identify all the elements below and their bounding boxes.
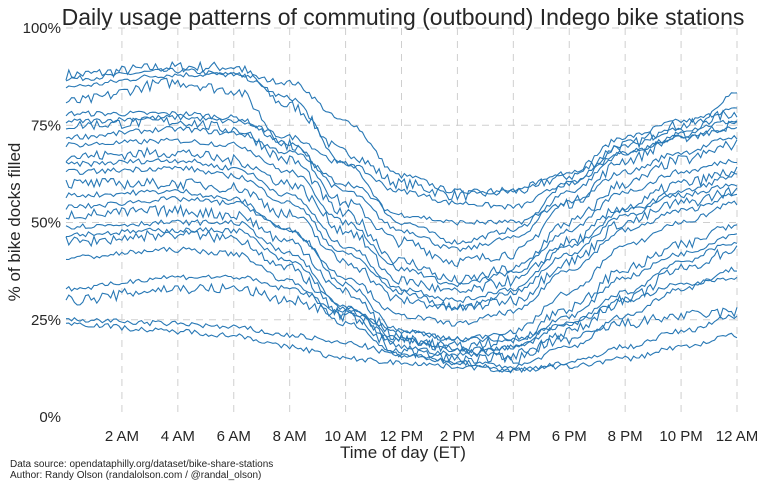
x-tick-label: 8 AM — [273, 428, 307, 445]
author-note: Author: Randy Olson (randalolson.com / @… — [10, 469, 262, 481]
x-tick-label: 2 PM — [440, 428, 475, 445]
chart-title: Daily usage patterns of commuting (outbo… — [62, 4, 745, 30]
series-line — [65, 165, 738, 312]
series-line — [65, 274, 738, 343]
series-line — [65, 126, 738, 226]
y-axis-label: % of bike docks filled — [5, 143, 24, 302]
series-line — [65, 116, 738, 285]
series-line — [65, 188, 738, 327]
series-line — [66, 314, 738, 373]
x-tick-label: 12 PM — [380, 428, 423, 445]
series-line — [65, 228, 738, 365]
series-line — [65, 203, 738, 353]
x-tick-label: 10 AM — [324, 428, 367, 445]
series-line — [65, 246, 737, 370]
series-line — [65, 226, 738, 354]
series-line — [65, 71, 738, 245]
x-tick-label: 12 AM — [716, 428, 759, 445]
footer-credits: Data source: opendataphilly.org/dataset/… — [10, 459, 274, 481]
y-axis-ticks: 0% 25% 50% 75% 100% — [23, 20, 61, 426]
data-source-note: Data source: opendataphilly.org/dataset/… — [10, 459, 274, 470]
series-line — [65, 158, 738, 304]
x-tick-label: 6 PM — [552, 428, 587, 445]
x-tick-label: 8 PM — [608, 428, 643, 445]
y-tick-label: 25% — [31, 312, 61, 329]
series-line — [65, 77, 738, 268]
series-line — [65, 177, 738, 312]
series-line — [65, 146, 738, 294]
series-line — [65, 219, 738, 358]
grid — [66, 27, 738, 417]
x-tick-label: 4 PM — [496, 428, 531, 445]
x-axis-label: Time of day (ET) — [340, 443, 466, 462]
series-line — [65, 60, 738, 203]
series-line — [65, 321, 738, 374]
x-tick-label: 4 AM — [161, 428, 195, 445]
series-line — [65, 282, 738, 361]
x-tick-label: 6 AM — [217, 428, 251, 445]
y-tick-label: 75% — [31, 117, 61, 134]
x-tick-label: 2 AM — [105, 428, 139, 445]
y-tick-label: 100% — [23, 20, 61, 37]
x-axis-ticks: 2 AM 4 AM 6 AM 8 AM 10 AM 12 PM 2 PM 4 PM 6 PM 8 … — [105, 428, 758, 445]
y-tick-label: 0% — [39, 409, 61, 426]
x-tick-label: 10 PM — [659, 428, 702, 445]
series-lines — [65, 60, 738, 374]
series-line — [65, 67, 738, 195]
y-tick-label: 50% — [31, 215, 61, 232]
series-line — [65, 137, 738, 288]
series-line — [65, 92, 738, 210]
